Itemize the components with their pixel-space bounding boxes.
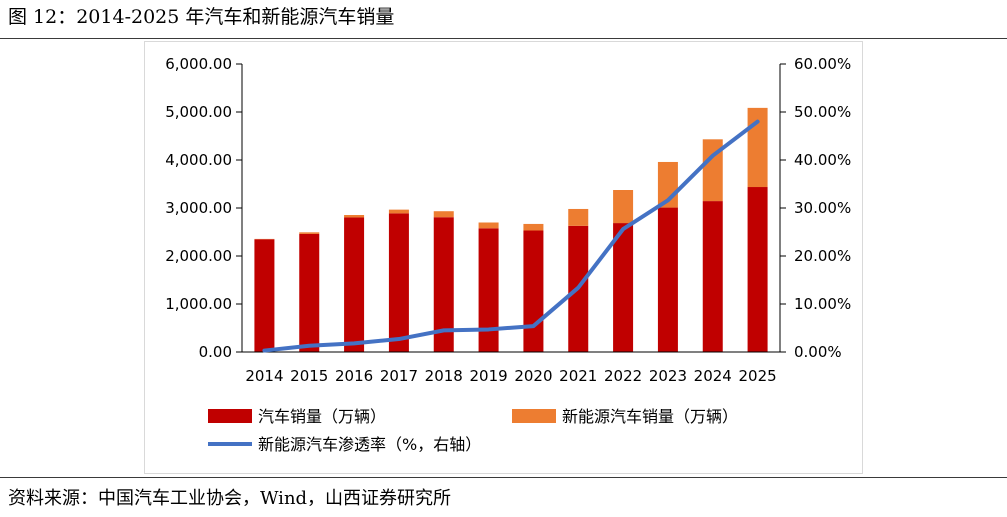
bar-nev-sales <box>613 190 634 224</box>
bar-nev-sales <box>568 208 589 226</box>
bar-nev-sales <box>478 222 499 229</box>
bar-nev-sales <box>702 139 723 202</box>
right-axis-tick-label: 60.00% <box>794 55 851 73</box>
left-axis-tick-label: 2,000.00 <box>165 247 232 265</box>
right-axis-tick-label: 40.00% <box>794 151 851 169</box>
right-axis-tick-label: 50.00% <box>794 103 851 121</box>
legend-swatch-nev-sales <box>512 409 556 423</box>
left-axis-tick-label: 3,000.00 <box>165 199 232 217</box>
legend-label-penetration: 新能源汽车渗透率（%，右轴） <box>258 435 481 454</box>
x-axis-tick-label: 2022 <box>604 367 642 385</box>
x-axis-tick-label: 2014 <box>245 367 283 385</box>
bar-auto-sales <box>344 217 365 352</box>
bar-auto-sales <box>388 213 409 352</box>
bar-nev-sales <box>344 215 365 218</box>
left-axis-tick-label: 5,000.00 <box>165 103 232 121</box>
right-axis-tick-label: 30.00% <box>794 199 851 217</box>
x-axis-tick-label: 2018 <box>425 367 463 385</box>
figure-title: 图 12：2014-2025 年汽车和新能源汽车销量 <box>8 6 395 28</box>
legend-label-auto-sales: 汽车销量（万辆） <box>258 407 386 426</box>
bar-auto-sales <box>299 233 320 352</box>
bar-auto-sales <box>478 228 499 352</box>
x-axis-tick-label: 2019 <box>469 367 507 385</box>
bar-nev-sales <box>299 232 320 234</box>
bar-auto-sales <box>702 201 723 352</box>
bar-nev-sales <box>433 211 454 218</box>
penetration-line <box>262 119 760 353</box>
x-axis-tick-label: 2020 <box>514 367 552 385</box>
x-axis-tick-label: 2025 <box>738 367 776 385</box>
bar-auto-sales <box>254 239 275 352</box>
x-axis-tick-label: 2024 <box>694 367 732 385</box>
top-divider <box>0 38 1007 39</box>
bar-auto-sales <box>657 207 678 352</box>
bar-auto-sales <box>523 230 544 352</box>
figure-source: 资料来源：中国汽车工业协会，Wind，山西证券研究所 <box>8 488 452 509</box>
left-axis-tick-label: 6,000.00 <box>165 55 232 73</box>
chart-frame <box>144 41 863 474</box>
right-axis-tick-label: 20.00% <box>794 247 851 265</box>
bar-auto-sales <box>613 223 634 352</box>
x-axis-tick-label: 2023 <box>649 367 687 385</box>
bottom-divider <box>0 477 1007 478</box>
left-axis-tick-label: 4,000.00 <box>165 151 232 169</box>
left-axis-tick-label: 1,000.00 <box>165 295 232 313</box>
x-axis-tick-label: 2015 <box>290 367 328 385</box>
bar-nev-sales <box>388 209 409 214</box>
left-axis-tick-label: 0.00 <box>199 343 232 361</box>
legend-label-nev-sales: 新能源汽车销量（万辆） <box>562 407 738 426</box>
bar-auto-sales <box>433 217 454 352</box>
bar-nev-sales <box>523 223 544 231</box>
legend-swatch-auto-sales <box>208 409 252 423</box>
right-axis-tick-label: 0.00% <box>794 343 842 361</box>
bar-auto-sales <box>747 187 768 352</box>
x-axis-tick-label: 2021 <box>559 367 597 385</box>
x-axis-tick-label: 2017 <box>380 367 418 385</box>
x-axis-tick-label: 2016 <box>335 367 373 385</box>
right-axis-tick-label: 10.00% <box>794 295 851 313</box>
